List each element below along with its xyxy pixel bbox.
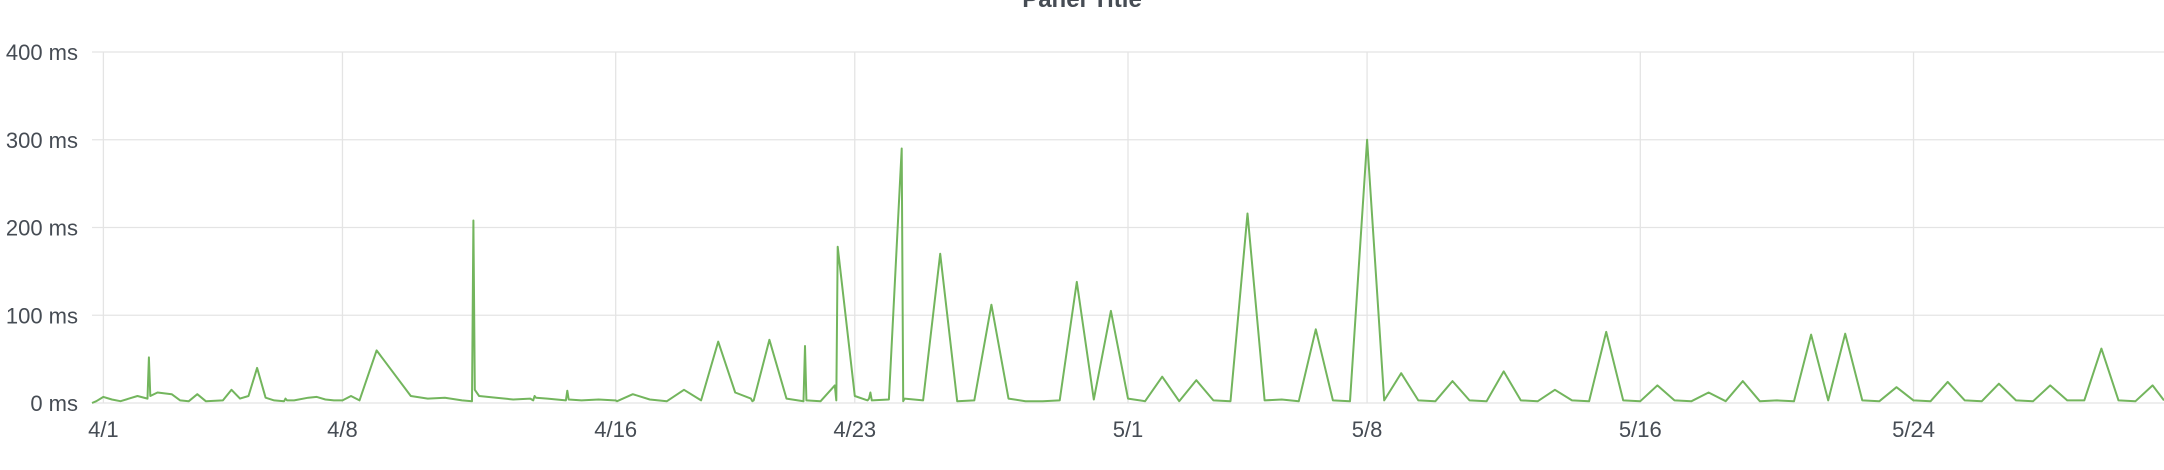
x-tick-label: 5/24 (1892, 417, 1935, 442)
x-tick-label: 5/1 (1113, 417, 1144, 442)
x-tick-label: 4/16 (594, 417, 637, 442)
series-layer (91, 138, 2164, 404)
x-axis: 4/1 4/8 4/16 4/23 5/1 5/8 5/16 5/24 (88, 417, 1935, 442)
y-tick-label: 200 ms (6, 216, 78, 241)
series-line (91, 138, 2164, 404)
x-tick-label: 5/8 (1352, 417, 1383, 442)
grid-layer (92, 51, 2164, 404)
x-tick-label: 5/16 (1619, 417, 1662, 442)
y-tick-label: 0 ms (30, 391, 78, 416)
y-axis: 0 ms 100 ms 200 ms 300 ms 400 ms (6, 40, 78, 416)
x-tick-label: 4/23 (833, 417, 876, 442)
x-tick-label: 4/1 (88, 417, 119, 442)
y-tick-label: 400 ms (6, 40, 78, 65)
y-tick-label: 100 ms (6, 303, 78, 328)
panel-title: Panel Title (0, 0, 2164, 14)
x-tick-label: 4/8 (327, 417, 358, 442)
y-tick-label: 300 ms (6, 128, 78, 153)
